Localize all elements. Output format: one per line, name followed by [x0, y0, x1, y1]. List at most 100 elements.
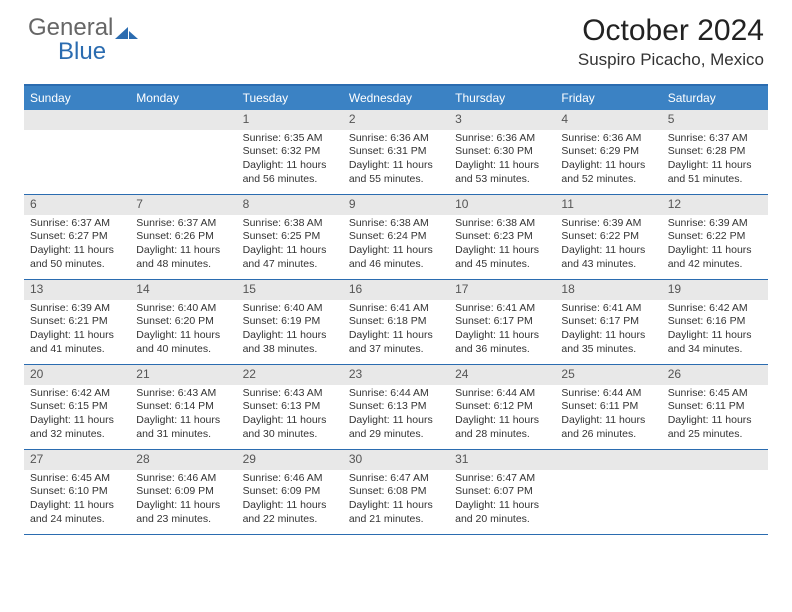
month-title: October 2024: [578, 14, 764, 48]
sunrise-line: Sunrise: 6:44 AM: [561, 387, 655, 401]
header: GeneralBlue October 2024 Suspiro Picacho…: [0, 0, 792, 76]
day-details: Sunrise: 6:37 AMSunset: 6:27 PMDaylight:…: [24, 215, 130, 278]
daylight-line: Daylight: 11 hours and 36 minutes.: [455, 329, 549, 356]
calendar: SundayMondayTuesdayWednesdayThursdayFrid…: [24, 84, 768, 535]
day-details: Sunrise: 6:47 AMSunset: 6:07 PMDaylight:…: [449, 470, 555, 533]
day-details: Sunrise: 6:43 AMSunset: 6:13 PMDaylight:…: [237, 385, 343, 448]
day-number: 18: [555, 280, 661, 300]
sunrise-line: Sunrise: 6:45 AM: [668, 387, 762, 401]
day-details: Sunrise: 6:46 AMSunset: 6:09 PMDaylight:…: [237, 470, 343, 533]
sunrise-line: Sunrise: 6:38 AM: [455, 217, 549, 231]
sunset-line: Sunset: 6:21 PM: [30, 315, 124, 329]
calendar-day-cell: 21Sunrise: 6:43 AMSunset: 6:14 PMDayligh…: [130, 365, 236, 449]
day-number: 19: [662, 280, 768, 300]
day-number: 11: [555, 195, 661, 215]
calendar-day-cell: 31Sunrise: 6:47 AMSunset: 6:07 PMDayligh…: [449, 450, 555, 534]
day-number: [555, 450, 661, 470]
daylight-line: Daylight: 11 hours and 46 minutes.: [349, 244, 443, 271]
sunrise-line: Sunrise: 6:43 AM: [136, 387, 230, 401]
sunrise-line: Sunrise: 6:35 AM: [243, 132, 337, 146]
day-details: Sunrise: 6:45 AMSunset: 6:11 PMDaylight:…: [662, 385, 768, 448]
daylight-line: Daylight: 11 hours and 24 minutes.: [30, 499, 124, 526]
sunset-line: Sunset: 6:24 PM: [349, 230, 443, 244]
sunset-line: Sunset: 6:08 PM: [349, 485, 443, 499]
day-number: 10: [449, 195, 555, 215]
sunset-line: Sunset: 6:23 PM: [455, 230, 549, 244]
day-details: Sunrise: 6:40 AMSunset: 6:20 PMDaylight:…: [130, 300, 236, 363]
day-number: 29: [237, 450, 343, 470]
daylight-line: Daylight: 11 hours and 55 minutes.: [349, 159, 443, 186]
day-details: Sunrise: 6:36 AMSunset: 6:30 PMDaylight:…: [449, 130, 555, 193]
sunrise-line: Sunrise: 6:37 AM: [136, 217, 230, 231]
day-details: Sunrise: 6:43 AMSunset: 6:14 PMDaylight:…: [130, 385, 236, 448]
sunset-line: Sunset: 6:32 PM: [243, 145, 337, 159]
sunrise-line: Sunrise: 6:46 AM: [243, 472, 337, 486]
calendar-day-cell: [555, 450, 661, 534]
day-number: 14: [130, 280, 236, 300]
sunrise-line: Sunrise: 6:38 AM: [349, 217, 443, 231]
day-details: Sunrise: 6:39 AMSunset: 6:22 PMDaylight:…: [555, 215, 661, 278]
day-details: Sunrise: 6:40 AMSunset: 6:19 PMDaylight:…: [237, 300, 343, 363]
sunset-line: Sunset: 6:28 PM: [668, 145, 762, 159]
sunrise-line: Sunrise: 6:42 AM: [668, 302, 762, 316]
sunset-line: Sunset: 6:17 PM: [561, 315, 655, 329]
sunset-line: Sunset: 6:22 PM: [561, 230, 655, 244]
logo: GeneralBlue: [28, 14, 141, 66]
day-details: Sunrise: 6:42 AMSunset: 6:15 PMDaylight:…: [24, 385, 130, 448]
calendar-day-cell: 27Sunrise: 6:45 AMSunset: 6:10 PMDayligh…: [24, 450, 130, 534]
day-details: Sunrise: 6:37 AMSunset: 6:28 PMDaylight:…: [662, 130, 768, 193]
day-details: Sunrise: 6:37 AMSunset: 6:26 PMDaylight:…: [130, 215, 236, 278]
daylight-line: Daylight: 11 hours and 50 minutes.: [30, 244, 124, 271]
calendar-day-cell: 28Sunrise: 6:46 AMSunset: 6:09 PMDayligh…: [130, 450, 236, 534]
daylight-line: Daylight: 11 hours and 23 minutes.: [136, 499, 230, 526]
day-number: 28: [130, 450, 236, 470]
sunrise-line: Sunrise: 6:39 AM: [30, 302, 124, 316]
day-number: 8: [237, 195, 343, 215]
day-details: Sunrise: 6:38 AMSunset: 6:24 PMDaylight:…: [343, 215, 449, 278]
day-number: 22: [237, 365, 343, 385]
sunrise-line: Sunrise: 6:41 AM: [561, 302, 655, 316]
logo-text-part2: Blue: [28, 38, 113, 66]
sunrise-line: Sunrise: 6:39 AM: [668, 217, 762, 231]
day-of-week-header: Saturday: [662, 86, 768, 110]
calendar-day-cell: 17Sunrise: 6:41 AMSunset: 6:17 PMDayligh…: [449, 280, 555, 364]
calendar-day-cell: [130, 110, 236, 194]
calendar-day-cell: 26Sunrise: 6:45 AMSunset: 6:11 PMDayligh…: [662, 365, 768, 449]
day-details: Sunrise: 6:46 AMSunset: 6:09 PMDaylight:…: [130, 470, 236, 533]
day-number: 2: [343, 110, 449, 130]
day-number: 13: [24, 280, 130, 300]
day-details: Sunrise: 6:41 AMSunset: 6:17 PMDaylight:…: [449, 300, 555, 363]
location: Suspiro Picacho, Mexico: [578, 50, 764, 70]
daylight-line: Daylight: 11 hours and 47 minutes.: [243, 244, 337, 271]
sunrise-line: Sunrise: 6:44 AM: [455, 387, 549, 401]
calendar-day-cell: 7Sunrise: 6:37 AMSunset: 6:26 PMDaylight…: [130, 195, 236, 279]
calendar-week-row: 13Sunrise: 6:39 AMSunset: 6:21 PMDayligh…: [24, 280, 768, 365]
sunrise-line: Sunrise: 6:37 AM: [30, 217, 124, 231]
day-number: 24: [449, 365, 555, 385]
sunset-line: Sunset: 6:29 PM: [561, 145, 655, 159]
sunset-line: Sunset: 6:27 PM: [30, 230, 124, 244]
sunset-line: Sunset: 6:07 PM: [455, 485, 549, 499]
day-number: 12: [662, 195, 768, 215]
day-details: Sunrise: 6:45 AMSunset: 6:10 PMDaylight:…: [24, 470, 130, 533]
calendar-day-cell: 1Sunrise: 6:35 AMSunset: 6:32 PMDaylight…: [237, 110, 343, 194]
daylight-line: Daylight: 11 hours and 21 minutes.: [349, 499, 443, 526]
day-number: 6: [24, 195, 130, 215]
day-number: [24, 110, 130, 130]
calendar-day-cell: 19Sunrise: 6:42 AMSunset: 6:16 PMDayligh…: [662, 280, 768, 364]
daylight-line: Daylight: 11 hours and 48 minutes.: [136, 244, 230, 271]
sunset-line: Sunset: 6:17 PM: [455, 315, 549, 329]
daylight-line: Daylight: 11 hours and 45 minutes.: [455, 244, 549, 271]
day-of-week-row: SundayMondayTuesdayWednesdayThursdayFrid…: [24, 86, 768, 110]
sunset-line: Sunset: 6:13 PM: [349, 400, 443, 414]
daylight-line: Daylight: 11 hours and 31 minutes.: [136, 414, 230, 441]
logo-text-part1: General: [28, 14, 113, 41]
day-number: [130, 110, 236, 130]
daylight-line: Daylight: 11 hours and 52 minutes.: [561, 159, 655, 186]
sunset-line: Sunset: 6:30 PM: [455, 145, 549, 159]
daylight-line: Daylight: 11 hours and 41 minutes.: [30, 329, 124, 356]
calendar-day-cell: [24, 110, 130, 194]
sunset-line: Sunset: 6:19 PM: [243, 315, 337, 329]
day-number: 17: [449, 280, 555, 300]
day-details: Sunrise: 6:39 AMSunset: 6:22 PMDaylight:…: [662, 215, 768, 278]
